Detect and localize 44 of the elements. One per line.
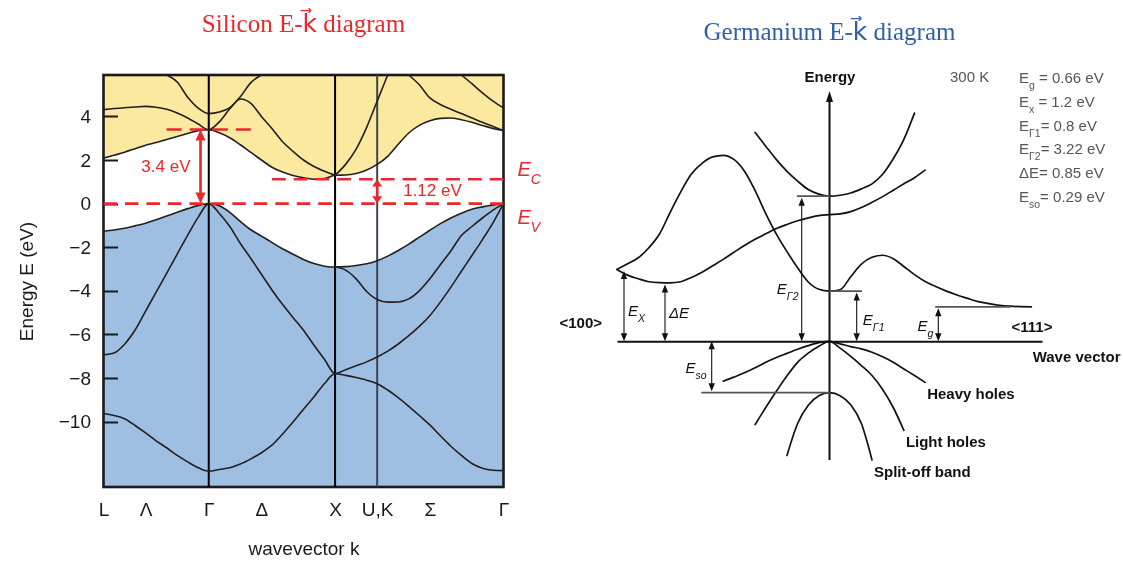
series-label: Split-off band (874, 463, 971, 480)
series-label: Heavy holes (927, 385, 1015, 403)
y-tick-label: −6 (69, 323, 91, 345)
x-axis-title: wavevector k (247, 537, 360, 559)
annotation: E$_{g}$ (917, 317, 934, 340)
y-axis-title: Energy (804, 67, 857, 85)
x-tick-label: Γ (498, 498, 510, 520)
annotation: E$_{Γ1}$ (862, 311, 885, 334)
annotation: ΔE= 0.85 eV (1019, 164, 1104, 182)
chart-title: Germanium E-k⃗ diagram (703, 16, 956, 45)
y-tick-label: 4 (80, 105, 92, 127)
x-tick-label: L (98, 498, 110, 520)
y-axis-title: Energy E (eV) (15, 221, 37, 342)
annotation: ΔE (668, 304, 691, 322)
chart-title: Silicon E-k⃗ diagram (201, 8, 406, 37)
x-tick-label: Σ (424, 498, 437, 520)
x-tick-label: U,K (361, 498, 394, 520)
text: 300 K (950, 68, 990, 85)
series-label: Light holes (905, 433, 986, 451)
annotation: E$_{Γ1}$= 0.8 eV (1019, 116, 1097, 139)
y-tick-label: −4 (69, 280, 92, 302)
x-tick-label: X (329, 498, 343, 520)
x-tick-label: Δ (255, 498, 269, 520)
annotation: E$_{X}$ (628, 302, 647, 325)
x-axis-title: Wave vector (1032, 347, 1121, 365)
annotation: E$_{so}$ (685, 358, 707, 381)
text: E$_{g}$ = 0.66 eV (1019, 69, 1104, 91)
annotation: E$_{Γ2}$= 3.22 eV (1019, 140, 1106, 163)
x-tick-label: Λ (139, 498, 153, 520)
y-tick-label: 0 (80, 193, 91, 215)
annotation: E$_{Γ2}$ (776, 279, 799, 302)
y-tick-label: 2 (80, 149, 91, 171)
text: <100> (559, 314, 603, 332)
annotation: 3.4 eV (141, 156, 192, 176)
y-tick-label: −10 (58, 411, 91, 433)
annotation: E$_{so}$= 0.29 eV (1019, 188, 1105, 210)
annotation: E$_{x}$ = 1.2 eV (1019, 92, 1095, 115)
annotation: <111> (1011, 318, 1053, 336)
series-label: E$_{V}$ (517, 205, 542, 235)
annotation: 1.12 eV (403, 181, 463, 201)
x-tick-label: Γ (204, 498, 215, 520)
y-tick-label: −2 (69, 236, 91, 258)
series-label: E$_{C}$ (517, 158, 542, 188)
y-tick-label: −8 (69, 367, 91, 389)
